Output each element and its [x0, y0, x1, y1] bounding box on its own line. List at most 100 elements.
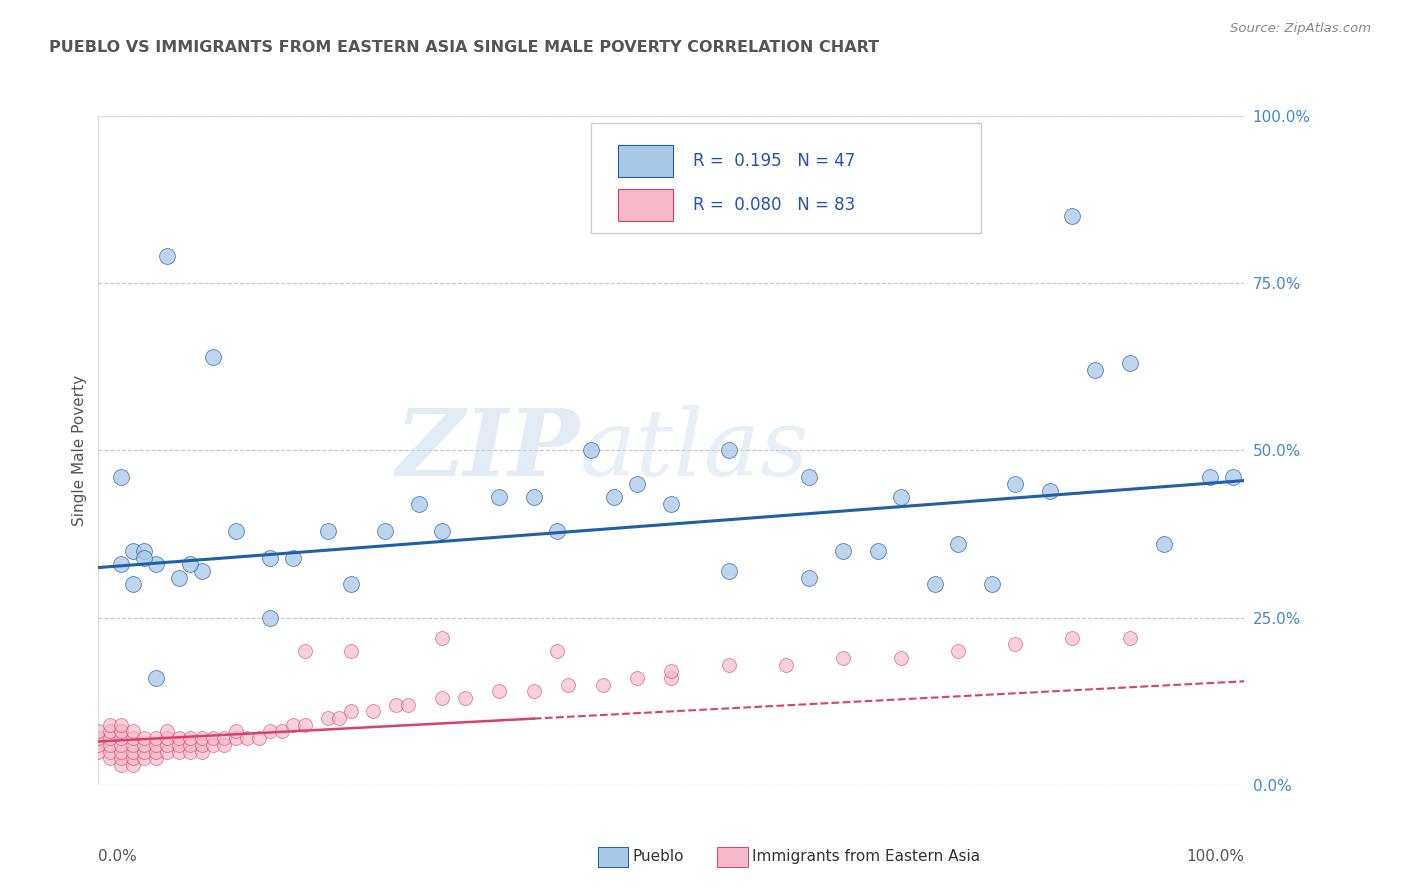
Point [225, 724, 247, 739]
Text: PUEBLO VS IMMIGRANTS FROM EASTERN ASIA SINGLE MALE POVERTY CORRELATION CHART: PUEBLO VS IMMIGRANTS FROM EASTERN ASIA S… [49, 40, 879, 55]
Point [202, 731, 225, 746]
Point [214, 738, 236, 752]
Text: Source: ZipAtlas.com: Source: ZipAtlas.com [1230, 22, 1371, 36]
Point [145, 731, 167, 746]
Point [259, 550, 281, 565]
Point [363, 705, 385, 719]
Point [145, 744, 167, 758]
Point [717, 443, 740, 458]
Point [832, 544, 855, 558]
Point [98, 717, 121, 731]
Point [832, 651, 855, 665]
Point [797, 571, 820, 585]
Point [1062, 210, 1084, 224]
Point [134, 731, 156, 746]
Point [339, 705, 361, 719]
Point [797, 470, 820, 484]
Point [110, 717, 132, 731]
Point [202, 350, 225, 364]
Point [557, 678, 579, 692]
Point [121, 751, 143, 765]
Point [156, 250, 179, 264]
Point [661, 664, 683, 679]
Point [579, 443, 602, 458]
Point [167, 744, 190, 758]
Point [259, 611, 281, 625]
Point [190, 744, 212, 758]
Point [981, 577, 1004, 591]
Point [156, 738, 179, 752]
Point [385, 698, 408, 712]
Point [134, 751, 156, 765]
Point [339, 644, 361, 658]
Point [134, 544, 156, 558]
Point [87, 724, 110, 739]
Point [145, 751, 167, 765]
Point [374, 524, 396, 538]
Point [110, 731, 132, 746]
Point [430, 631, 453, 645]
Point [110, 557, 132, 572]
Point [889, 651, 911, 665]
Point [87, 744, 110, 758]
Point [110, 470, 132, 484]
Point [121, 577, 143, 591]
Point [488, 684, 510, 698]
Point [1119, 356, 1142, 371]
Point [1222, 470, 1244, 484]
Point [283, 550, 305, 565]
Point [259, 724, 281, 739]
FancyBboxPatch shape [591, 123, 981, 233]
Text: Pueblo: Pueblo [633, 849, 685, 863]
Point [889, 490, 911, 504]
Bar [617, 145, 672, 177]
Point [523, 490, 546, 504]
Point [121, 738, 143, 752]
Point [626, 476, 648, 491]
Point [454, 690, 477, 705]
Point [339, 577, 361, 591]
Point [488, 490, 510, 504]
Point [283, 717, 305, 731]
Point [190, 731, 212, 746]
Point [1119, 631, 1142, 645]
Text: R =  0.080   N = 83: R = 0.080 N = 83 [693, 196, 855, 214]
Point [110, 758, 132, 772]
Point [316, 524, 339, 538]
Point [661, 497, 683, 511]
Point [121, 758, 143, 772]
Point [121, 731, 143, 746]
Point [156, 744, 179, 758]
Point [225, 524, 247, 538]
Text: Immigrants from Eastern Asia: Immigrants from Eastern Asia [752, 849, 980, 863]
Point [946, 644, 969, 658]
Point [134, 550, 156, 565]
Point [316, 711, 339, 725]
Point [156, 724, 179, 739]
Point [121, 744, 143, 758]
Point [430, 524, 453, 538]
Y-axis label: Single Male Poverty: Single Male Poverty [72, 375, 87, 526]
Point [167, 731, 190, 746]
Point [179, 738, 201, 752]
Point [430, 690, 453, 705]
Point [179, 557, 201, 572]
Text: atlas: atlas [579, 406, 810, 495]
Point [1004, 476, 1026, 491]
Point [110, 744, 132, 758]
Point [294, 717, 316, 731]
Point [592, 678, 614, 692]
Point [270, 724, 292, 739]
Point [236, 731, 259, 746]
Point [946, 537, 969, 551]
Point [408, 497, 430, 511]
Point [328, 711, 350, 725]
Point [179, 744, 201, 758]
Point [924, 577, 946, 591]
Point [1084, 363, 1107, 377]
Point [1153, 537, 1175, 551]
Point [717, 657, 740, 672]
Point [98, 751, 121, 765]
Point [1199, 470, 1222, 484]
Point [546, 524, 568, 538]
